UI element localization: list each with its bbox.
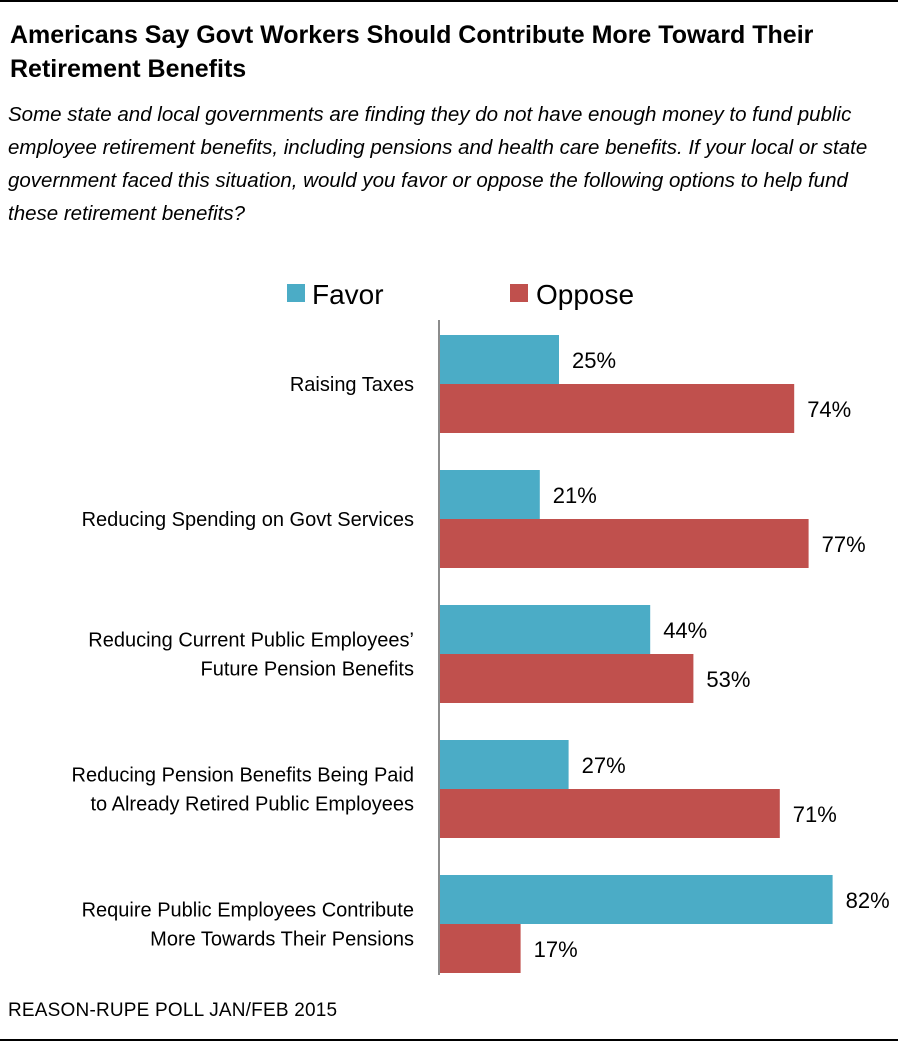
value-label-oppose-1: 77%	[822, 532, 866, 557]
value-label-favor-3: 27%	[582, 753, 626, 778]
value-label-favor-0: 25%	[572, 348, 616, 373]
bar-favor-3	[439, 740, 569, 789]
legend-swatch-oppose	[510, 284, 528, 302]
chart-subtitle: Some state and local governments are fin…	[8, 103, 868, 225]
category-label-0-0: Raising Taxes	[290, 374, 414, 396]
legend-label-favor: Favor	[312, 279, 384, 310]
category-label-3-0: Reducing Pension Benefits Being Paid	[72, 765, 414, 787]
category-label-2-1: Future Pension Benefits	[201, 659, 414, 681]
category-label-3-1: to Already Retired Public Employees	[91, 794, 415, 816]
bar-oppose-4	[439, 924, 521, 973]
value-label-favor-4: 82%	[846, 888, 890, 913]
value-label-favor-1: 21%	[553, 483, 597, 508]
category-label-1-0: Reducing Spending on Govt Services	[82, 509, 414, 531]
bar-favor-2	[439, 605, 651, 654]
legend-label-oppose: Oppose	[536, 279, 634, 310]
category-label-4-0: Require Public Employees Contribute	[82, 900, 414, 922]
bar-favor-4	[439, 875, 833, 924]
bar-favor-0	[439, 335, 559, 384]
category-label-2-0: Reducing Current Public Employees’	[88, 630, 414, 652]
value-label-oppose-2: 53%	[706, 667, 750, 692]
value-label-oppose-4: 17%	[534, 937, 578, 962]
bar-oppose-0	[439, 384, 795, 433]
value-label-oppose-0: 74%	[807, 397, 851, 422]
bar-oppose-3	[439, 789, 780, 838]
bar-chart: Favor Oppose 25% 74% Raising Taxes 21% 77% Redu…	[72, 279, 890, 975]
bar-oppose-1	[439, 519, 809, 568]
category-label-4-1: More Towards Their Pensions	[150, 929, 414, 951]
legend-swatch-favor	[287, 284, 305, 302]
bar-oppose-2	[439, 654, 694, 703]
value-label-favor-2: 44%	[663, 618, 707, 643]
bar-favor-1	[439, 470, 540, 519]
chart-title: Americans Say Govt Workers Should Contri…	[10, 21, 814, 83]
value-label-oppose-3: 71%	[793, 802, 837, 827]
source-note: REASON-RUPE POLL JAN/FEB 2015	[8, 1000, 338, 1021]
